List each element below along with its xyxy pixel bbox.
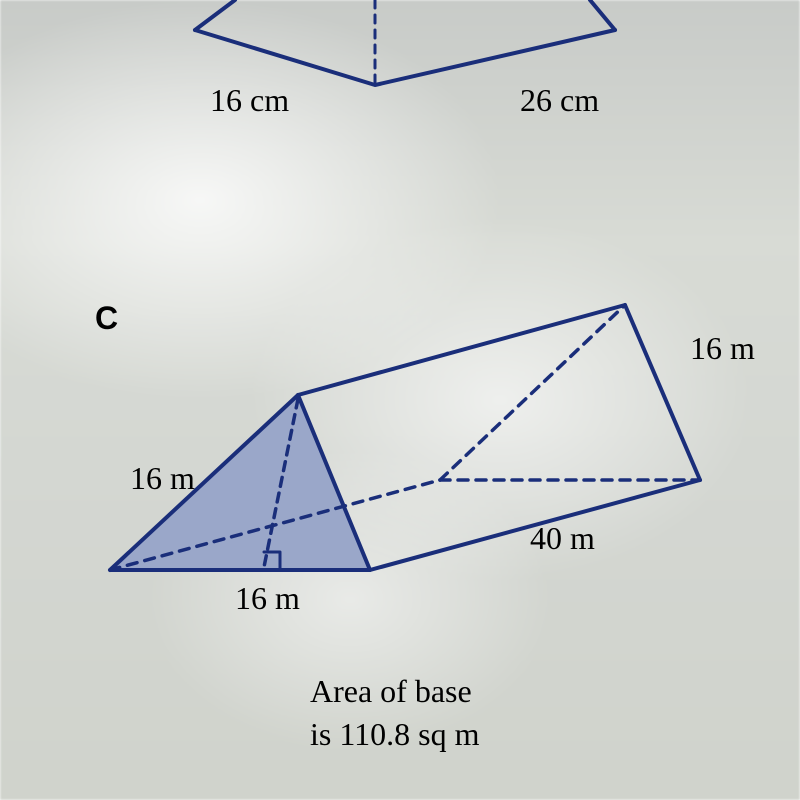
top-figure-fragment: [0, 0, 800, 150]
caption-line-2: is 110.8 sq m: [310, 716, 480, 752]
label-26cm: 26 cm: [520, 82, 599, 119]
label-16m-left: 16 m: [130, 460, 195, 497]
caption-line-1: Area of base: [310, 673, 472, 709]
triangular-prism: [0, 280, 800, 680]
label-40m: 40 m: [530, 520, 595, 557]
label-16m-top-right: 16 m: [690, 330, 755, 367]
label-16cm: 16 cm: [210, 82, 289, 119]
label-16m-bottom: 16 m: [235, 580, 300, 617]
base-area-caption: Area of base is 110.8 sq m: [310, 670, 480, 756]
